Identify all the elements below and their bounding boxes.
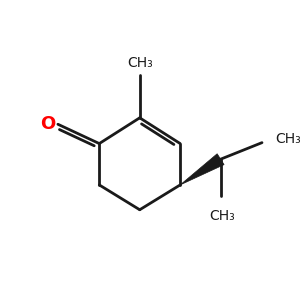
Text: CH₃: CH₃ [275,132,300,146]
Text: CH₃: CH₃ [210,209,235,223]
Text: CH₃: CH₃ [127,56,153,70]
Polygon shape [180,154,224,185]
Text: O: O [40,115,56,133]
